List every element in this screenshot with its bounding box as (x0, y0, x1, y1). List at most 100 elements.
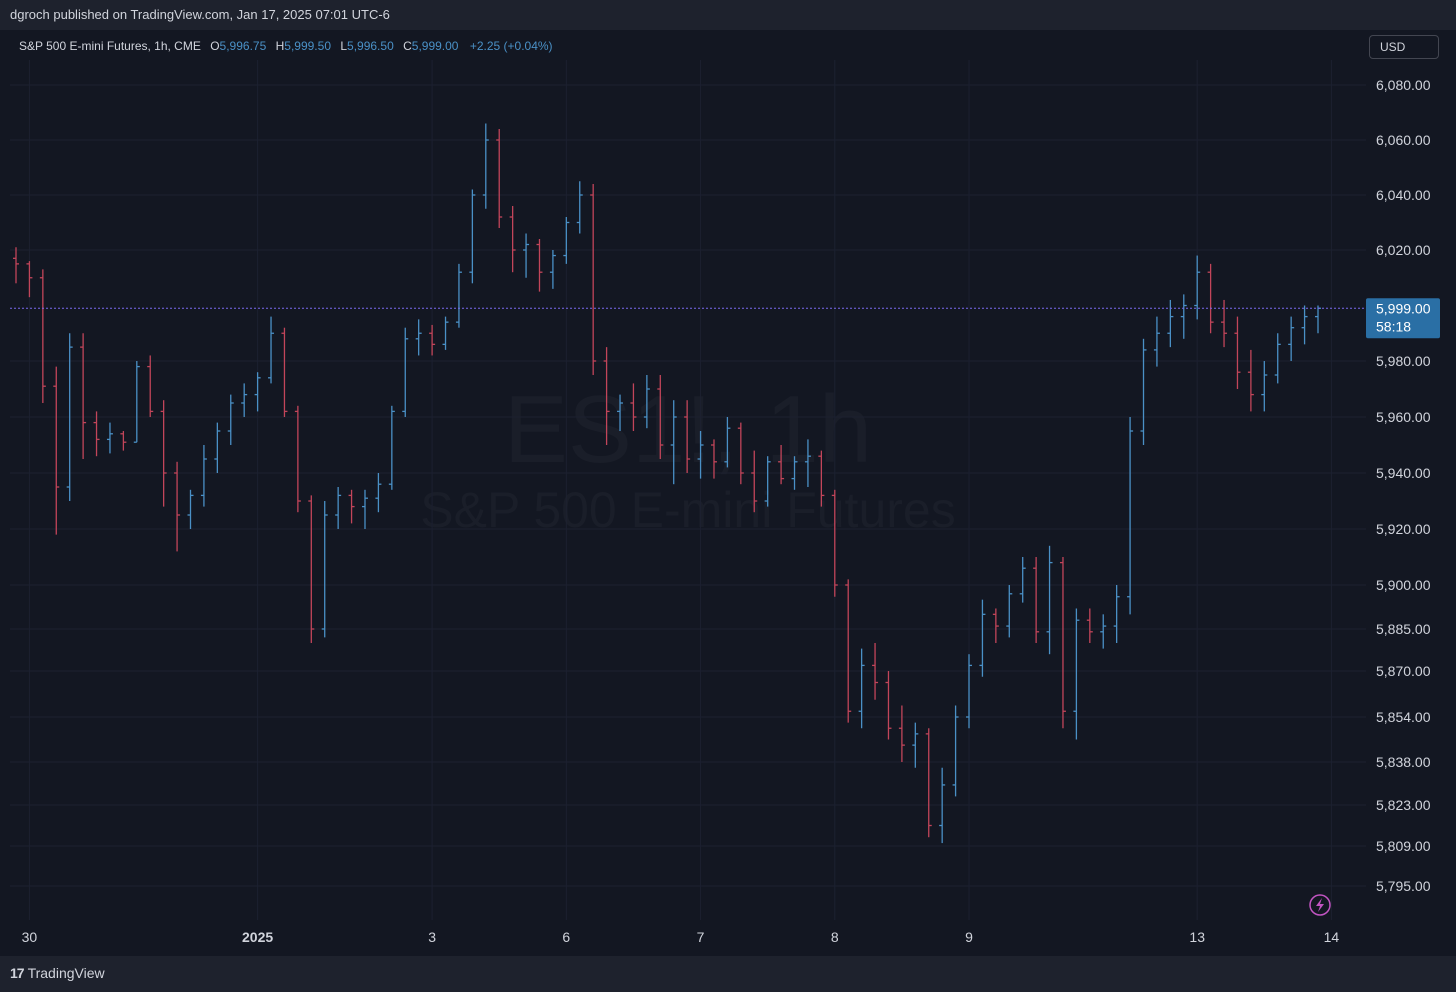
price-tick-label: 5,980.00 (1376, 353, 1431, 369)
ohlc-bar (617, 394, 624, 431)
ohlc-bar (375, 473, 382, 513)
time-tick-label: 8 (831, 929, 839, 945)
ohlc-bar (1167, 299, 1174, 348)
price-tick-label: 5,795.00 (1376, 878, 1431, 894)
low-label: L (340, 39, 348, 53)
ohlc-bar (603, 347, 610, 445)
ohlc-bar (684, 400, 691, 473)
ohlc-bar (429, 324, 436, 356)
ohlc-bar (496, 129, 503, 228)
ohlc-bar (778, 445, 785, 485)
ohlc-bar (106, 422, 113, 454)
ohlc-bar (442, 316, 449, 350)
ohlc-bar (925, 728, 932, 838)
grid-lines (10, 60, 1366, 920)
ohlc-bar (348, 489, 355, 524)
ohlc-bar (630, 383, 637, 431)
current-price-tag: 5,999.00 58:18 (1366, 298, 1440, 339)
ohlc-bar (724, 417, 731, 468)
ohlc-bar (523, 233, 530, 278)
chart-pane[interactable] (10, 30, 1366, 924)
ohlc-bar (804, 439, 811, 487)
currency-button[interactable]: USD (1369, 35, 1439, 59)
ohlc-bar (818, 450, 825, 507)
price-tick-label: 5,809.00 (1376, 838, 1431, 854)
ohlc-bar (133, 361, 140, 443)
time-tick-label: 13 (1189, 929, 1205, 945)
ohlc-bar (1019, 557, 1026, 603)
time-tick-label: 2025 (242, 929, 273, 945)
ohlc-bar (1301, 305, 1308, 345)
time-tick-labels: 302025367891314151617 (22, 929, 1340, 945)
ohlc-bars (13, 123, 1321, 844)
high-value: 5,999.50 (284, 39, 331, 53)
ohlc-bar (509, 206, 516, 273)
ohlc-bar (308, 495, 315, 643)
ohlc-bar (764, 456, 771, 507)
ohlc-bar (1086, 608, 1093, 643)
price-tick-labels: 6,080.00 6,060.00 6,040.00 6,020.00 5,980.00… (1376, 77, 1431, 894)
ohlc-bar (482, 123, 489, 209)
ohlc-bar (26, 261, 33, 298)
lightning-icon[interactable] (1309, 894, 1331, 916)
ohlc-bar (39, 269, 46, 403)
ohlc-bar (174, 461, 181, 552)
ohlc-bar (1113, 585, 1120, 643)
ohlc-bar (1153, 316, 1160, 367)
price-axis[interactable] (1366, 30, 1446, 924)
high-label: H (275, 39, 285, 53)
publish-header: dgroch published on TradingView.com, Jan… (0, 0, 1456, 30)
ohlc-bar (912, 722, 919, 768)
ohlc-bar (1140, 338, 1147, 445)
ohlc-bar (1221, 299, 1228, 348)
price-tag-price: 5,999.00 (1376, 300, 1431, 316)
ohlc-bar (670, 400, 677, 485)
ohlc-bar (254, 372, 261, 412)
price-tick-label: 5,823.00 (1376, 797, 1431, 813)
ohlc-bar (160, 400, 167, 507)
ohlc-bar (1234, 316, 1241, 389)
ohlc-bar (697, 431, 704, 479)
ohlc-bar (66, 333, 73, 501)
tradingview-logo[interactable]: 17 TradingView (10, 963, 105, 983)
ohlc-bar (657, 375, 664, 459)
ohlc-bar (80, 333, 87, 459)
price-tick-label: 5,940.00 (1376, 465, 1431, 481)
ohlc-bar (361, 489, 368, 529)
change-value: +2.25 (+0.04%) (469, 39, 553, 53)
close-label: C (403, 39, 412, 53)
price-tag-countdown: 58:18 (1376, 318, 1411, 334)
ohlc-bar (200, 445, 207, 507)
ohlc-bar (1033, 557, 1040, 643)
footer-bar (0, 956, 1456, 992)
open-value: 5,996.75 (219, 39, 267, 53)
ohlc-bar (563, 217, 570, 264)
symbol-name[interactable]: S&P 500 E-mini Futures, 1h, CME (19, 39, 201, 53)
ohlc-bar (321, 501, 328, 638)
time-tick-label: 14 (1324, 929, 1340, 945)
price-tick-label: 5,870.00 (1376, 663, 1431, 679)
ohlc-bar (1059, 557, 1066, 729)
price-tick-label: 5,854.00 (1376, 709, 1431, 725)
price-tick-label: 5,960.00 (1376, 409, 1431, 425)
ohlc-bar (402, 327, 409, 417)
ohlc-bar (845, 579, 852, 723)
ohlc-bar (536, 239, 543, 292)
ohlc-bar (93, 411, 100, 457)
ohlc-bar (831, 489, 838, 597)
ohlc-bar (1046, 545, 1053, 655)
open-label: O (210, 39, 220, 53)
low-value: 5,996.50 (347, 39, 394, 53)
time-axis[interactable] (10, 924, 1446, 952)
ohlc-bar (120, 431, 127, 451)
ohlc-bar (455, 263, 462, 328)
ohlc-bar (53, 366, 60, 535)
price-tick-label: 6,040.00 (1376, 187, 1431, 203)
ohlc-bar (294, 405, 301, 513)
time-tick-label: 3 (428, 929, 436, 945)
symbol-legend: S&P 500 E-mini Futures, 1h, CME O5,996.7… (19, 37, 553, 55)
time-tick-label: 30 (22, 929, 38, 945)
price-tick-label: 5,900.00 (1376, 577, 1431, 593)
close-value: 5,999.00 (411, 39, 459, 53)
